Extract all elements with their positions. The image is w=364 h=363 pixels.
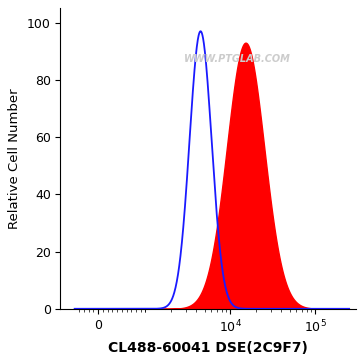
X-axis label: CL488-60041 DSE(2C9F7): CL488-60041 DSE(2C9F7) [108, 340, 308, 355]
Y-axis label: Relative Cell Number: Relative Cell Number [8, 88, 21, 229]
Text: WWW.PTGLAB.COM: WWW.PTGLAB.COM [184, 54, 291, 64]
